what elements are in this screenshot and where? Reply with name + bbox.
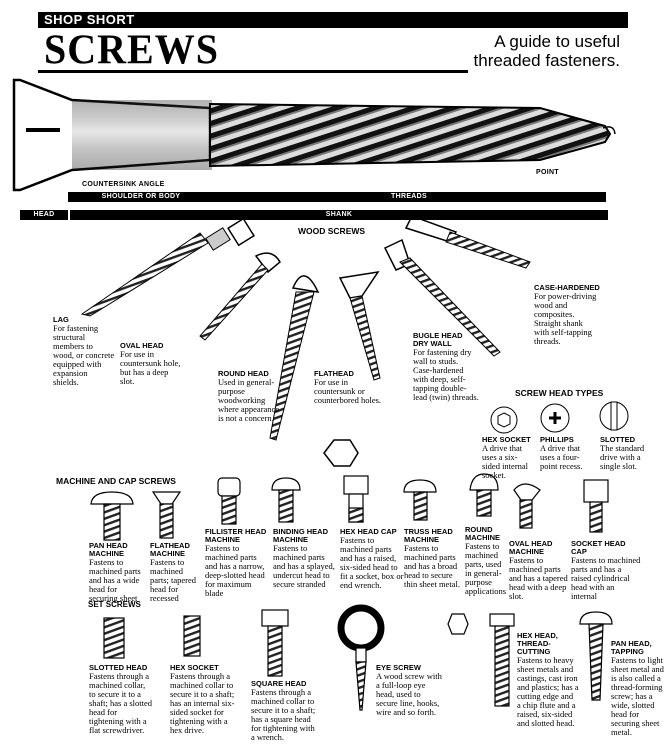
set-screw-slotted-head: SLOTTED HEAD Fastens through a machined c… bbox=[89, 663, 153, 735]
anatomy-screw bbox=[12, 78, 616, 192]
head-type-slotted: SLOTTED The standard drive with a single … bbox=[600, 435, 645, 471]
hex-head-thread-cutting: HEX HEAD, THREAD-CUTTING Fastens to heavy… bbox=[517, 631, 579, 728]
wood-screw-oval-head: OVAL HEAD For use in countersunk hole, bu… bbox=[120, 341, 181, 386]
round-head-screw-illustration bbox=[269, 275, 320, 441]
wood-screw-bugle-head: BUGLE HEAD DRY WALL For fastening dry wal… bbox=[413, 331, 479, 402]
banner: SHOP SHORT bbox=[38, 12, 628, 28]
set-screw-hex-socket: HEX SOCKET Fastens through a machined col… bbox=[170, 663, 235, 735]
machine-screw-oval-head: OVAL HEAD MACHINE Fastens to machined par… bbox=[509, 539, 568, 601]
pan-head-tapping: PAN HEAD, TAPPING Fastens to light sheet … bbox=[611, 639, 664, 737]
section-head-types: SCREW HEAD TYPES bbox=[515, 388, 604, 398]
head-type-phillips: PHILLIPS A drive that uses a four-point r… bbox=[540, 435, 583, 471]
machine-screw-round: ROUND MACHINE Fastens to machined parts, … bbox=[465, 526, 507, 596]
label-threads: THREADS bbox=[212, 192, 606, 202]
label-shank: SHANK bbox=[70, 210, 608, 220]
machine-screw-flathead: FLATHEAD MACHINE Fastens to machined part… bbox=[150, 542, 197, 604]
flathead-screw-illustration bbox=[338, 270, 381, 381]
wood-screw-case-hardened: CASE-HARDENED For power-driving wood and … bbox=[534, 283, 600, 346]
lag-screw-illustration bbox=[80, 217, 255, 317]
case-hardened-screw-illustration bbox=[404, 215, 531, 269]
label-shoulder: SHOULDER OR BODY bbox=[68, 192, 214, 202]
set-screw-square-head: SQUARE HEAD Fastens through a machined co… bbox=[251, 679, 316, 742]
wood-screw-flathead: FLATHEAD For use in countersunk or counte… bbox=[314, 369, 382, 405]
machine-screw-fillister-head: FILLISTER HEAD MACHINE Fastens to machine… bbox=[205, 528, 267, 598]
page-title: SCREWS bbox=[44, 25, 219, 74]
machine-screw-truss-head: TRUSS HEAD MACHINE Fastens to machined pa… bbox=[404, 527, 460, 589]
section-machine-screws: MACHINE AND CAP SCREWS bbox=[56, 476, 176, 486]
oval-head-screw-illustration bbox=[199, 252, 281, 341]
section-wood-screws: WOOD SCREWS bbox=[298, 226, 366, 236]
label-countersink: COUNTERSINK ANGLE bbox=[82, 181, 165, 188]
page-subtitle: A guide to useful threaded fasteners. bbox=[473, 32, 620, 70]
head-types-icons bbox=[490, 401, 629, 434]
wood-screw-lag: LAG For fastening structural members to w… bbox=[53, 315, 115, 387]
label-point: POINT bbox=[536, 169, 559, 176]
machine-screw-socket-head-cap: SOCKET HEAD CAP Fastens to machined parts… bbox=[571, 540, 641, 601]
hex-head-top-view bbox=[323, 439, 359, 467]
bugle-head-screw-illustration bbox=[383, 238, 501, 357]
head-type-hex-socket: HEX SOCKET A drive that uses a six-sided … bbox=[482, 435, 531, 480]
machine-screw-pan-head: PAN HEAD MACHINE Fastens to machined part… bbox=[89, 542, 141, 604]
section-set-screws: SET SCREWS bbox=[88, 600, 141, 609]
machine-screw-binding-head: BINDING HEAD MACHINE Fastens to machined … bbox=[273, 528, 335, 589]
wood-screw-round-head: ROUND HEAD Used in general-purpose woodwo… bbox=[218, 369, 280, 423]
machine-screws-illustrations bbox=[90, 473, 609, 541]
label-head: HEAD bbox=[20, 210, 68, 220]
eye-screw: EYE SCREW A wood screw with a full-loop e… bbox=[376, 663, 442, 717]
set-screws-illustrations bbox=[103, 604, 613, 711]
title-rule bbox=[38, 70, 468, 73]
machine-screw-hex-head-cap: HEX HEAD CAP Fastens to machined parts an… bbox=[340, 527, 404, 590]
